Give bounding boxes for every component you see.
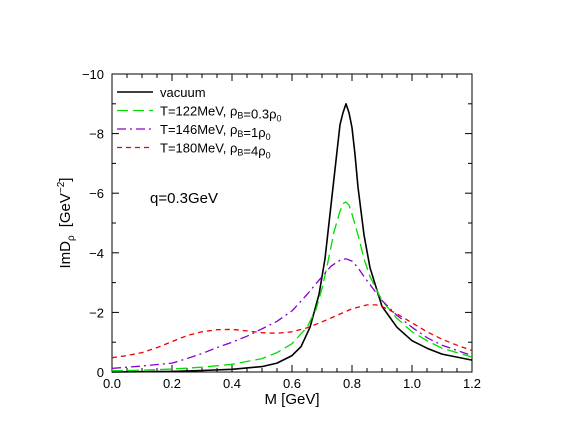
series-layer <box>111 103 473 373</box>
series-line-3 <box>111 258 473 370</box>
y-axis-title: ImDρ[GeV−2] <box>56 178 77 269</box>
y-tick-label: −10 <box>82 67 104 82</box>
legend-label-1: vacuum <box>160 85 206 100</box>
x-tick-label: 0.4 <box>223 376 241 391</box>
y-tick-label: −8 <box>89 127 104 142</box>
x-axis-title: M [GeV] <box>264 391 319 408</box>
plot-frame <box>111 73 473 373</box>
y-tick-label: 0 <box>97 365 104 380</box>
series-line-4 <box>111 304 473 359</box>
x-tick-label: 0.0 <box>103 376 121 391</box>
y-tick-label: −2 <box>89 305 104 320</box>
y-tick-label: −4 <box>89 246 104 261</box>
x-tick-label: 0.2 <box>163 376 181 391</box>
annotation-q: q=0.3GeV <box>150 190 218 207</box>
x-tick-label: 1.2 <box>463 376 481 391</box>
x-tick-label: 1.0 <box>403 376 421 391</box>
series-line-2 <box>111 201 473 372</box>
x-tick-label: 0.8 <box>343 376 361 391</box>
legend-label-3: T=146MeV, ρB=1ρ0 <box>160 122 271 142</box>
series-line-1 <box>111 103 473 373</box>
y-tick-label: −6 <box>89 186 104 201</box>
legend-label-2: T=122MeV, ρB=0.3ρ0 <box>160 104 281 124</box>
x-tick-label: 0.6 <box>283 376 301 391</box>
x-axis: 0.0 0.2 0.4 0.6 0.8 1.0 1.2 <box>103 74 481 391</box>
legend-label-4: T=180MeV, ρB=4ρ0 <box>160 141 271 161</box>
y-axis: 0 −2 −4 −6 −8 −10 <box>82 67 472 380</box>
